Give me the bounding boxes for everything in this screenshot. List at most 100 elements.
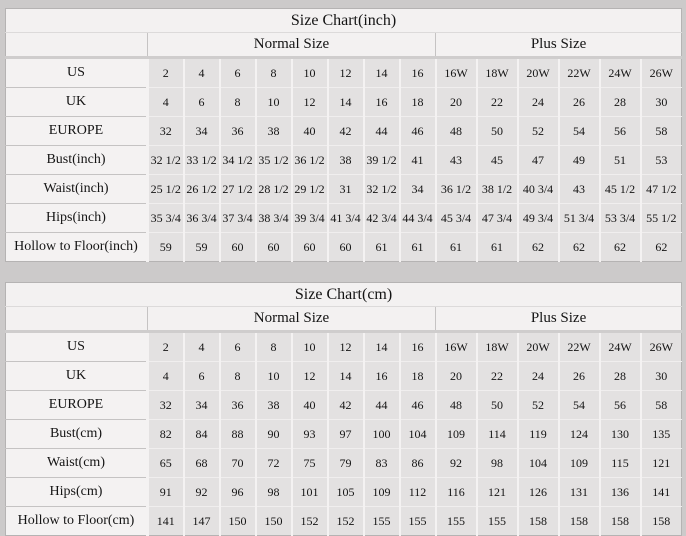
row-label: Hips(cm) bbox=[5, 477, 148, 507]
size-cell: 61 bbox=[398, 232, 436, 262]
size-cell: 24W bbox=[598, 57, 641, 88]
size-cell: 29 1/2 bbox=[290, 174, 328, 204]
size-cell: 141 bbox=[146, 506, 184, 536]
size-cell: 62 bbox=[598, 232, 641, 262]
size-cell: 38 1/2 bbox=[475, 174, 518, 204]
size-cell: 38 bbox=[254, 116, 292, 146]
size-cell: 60 bbox=[218, 232, 256, 262]
size-cell: 60 bbox=[326, 232, 364, 262]
size-cell: 14 bbox=[362, 331, 400, 362]
size-cell: 54 bbox=[557, 116, 600, 146]
size-cell: 44 bbox=[362, 116, 400, 146]
size-cell: 34 bbox=[182, 116, 220, 146]
size-cell: 31 bbox=[326, 174, 364, 204]
size-cell: 20W bbox=[516, 57, 559, 88]
row-label: Hollow to Floor(inch) bbox=[5, 232, 148, 262]
size-cell: 86 bbox=[398, 448, 436, 478]
size-cell: 97 bbox=[326, 419, 364, 449]
table-row: Hips(cm) 91 92 96 98 101 105 109 112 116 121 126 131… bbox=[5, 477, 682, 507]
table-title: Size Chart(cm) bbox=[5, 282, 682, 307]
size-cell: 14 bbox=[362, 57, 400, 88]
group-header-normal-size: Normal Size bbox=[147, 306, 436, 333]
row-label: Waist(cm) bbox=[5, 448, 148, 478]
size-cell: 131 bbox=[557, 477, 600, 507]
size-cell: 75 bbox=[290, 448, 328, 478]
size-cell: 52 bbox=[516, 116, 559, 146]
size-table-inch: Size Chart(inch) Normal Size Plus Size U… bbox=[5, 8, 683, 262]
size-cell: 36 bbox=[218, 116, 256, 146]
size-cell: 16W bbox=[434, 57, 477, 88]
row-label: EUROPE bbox=[5, 116, 148, 146]
size-cell: 32 1/2 bbox=[146, 145, 184, 175]
size-cell: 38 bbox=[326, 145, 364, 175]
size-cell: 40 3/4 bbox=[516, 174, 559, 204]
size-cell: 70 bbox=[218, 448, 256, 478]
size-cell: 41 bbox=[398, 145, 436, 175]
size-cell: 36 1/2 bbox=[290, 145, 328, 175]
size-cell: 8 bbox=[254, 331, 292, 362]
size-cell: 36 bbox=[218, 390, 256, 420]
group-header-plus-size: Plus Size bbox=[434, 32, 682, 59]
size-cell: 62 bbox=[639, 232, 682, 262]
size-cell: 24 bbox=[516, 87, 559, 117]
size-cell: 42 bbox=[326, 390, 364, 420]
size-cell: 92 bbox=[434, 448, 477, 478]
size-cell: 51 3/4 bbox=[557, 203, 600, 233]
size-cell: 2 bbox=[146, 57, 184, 88]
size-cell: 26 1/2 bbox=[182, 174, 220, 204]
size-cell: 50 bbox=[475, 390, 518, 420]
size-cell: 126 bbox=[516, 477, 559, 507]
size-cell: 36 3/4 bbox=[182, 203, 220, 233]
size-cell: 58 bbox=[639, 116, 682, 146]
table-body: US 2 4 6 8 10 12 14 16 16W 18W 20W 22W 24W 26W UK 4 6 8 10 1… bbox=[5, 57, 682, 262]
size-cell: 4 bbox=[182, 57, 220, 88]
size-cell: 155 bbox=[398, 506, 436, 536]
size-cell: 96 bbox=[218, 477, 256, 507]
size-cell: 24 bbox=[516, 361, 559, 391]
size-cell: 28 bbox=[598, 361, 641, 391]
size-cell: 20 bbox=[434, 87, 477, 117]
size-cell: 8 bbox=[218, 361, 256, 391]
size-cell: 10 bbox=[290, 57, 328, 88]
size-cell: 45 3/4 bbox=[434, 203, 477, 233]
size-cell: 34 bbox=[182, 390, 220, 420]
size-cell: 47 bbox=[516, 145, 559, 175]
size-cell: 6 bbox=[182, 361, 220, 391]
size-cell: 84 bbox=[182, 419, 220, 449]
size-cell: 4 bbox=[182, 331, 220, 362]
size-cell: 56 bbox=[598, 390, 641, 420]
size-cell: 24W bbox=[598, 331, 641, 362]
size-cell: 46 bbox=[398, 116, 436, 146]
size-cell: 82 bbox=[146, 419, 184, 449]
size-cell: 104 bbox=[398, 419, 436, 449]
size-cell: 41 3/4 bbox=[326, 203, 364, 233]
title-row: Size Chart(inch) bbox=[5, 8, 682, 33]
size-cell: 91 bbox=[146, 477, 184, 507]
table-title: Size Chart(inch) bbox=[5, 8, 682, 33]
size-cell: 10 bbox=[254, 361, 292, 391]
size-cell: 35 3/4 bbox=[146, 203, 184, 233]
size-cell: 43 bbox=[434, 145, 477, 175]
size-cell: 28 bbox=[598, 87, 641, 117]
size-cell: 56 bbox=[598, 116, 641, 146]
size-cell: 50 bbox=[475, 116, 518, 146]
size-cell: 38 3/4 bbox=[254, 203, 292, 233]
group-header-row: Normal Size Plus Size bbox=[5, 306, 682, 333]
size-cell: 18 bbox=[398, 361, 436, 391]
table-row: Waist(cm) 65 68 70 72 75 79 83 86 92 98 104 109 115 12… bbox=[5, 448, 682, 478]
size-cell: 14 bbox=[326, 361, 364, 391]
size-cell: 49 3/4 bbox=[516, 203, 559, 233]
corner-cell bbox=[5, 306, 148, 333]
group-header-normal-size: Normal Size bbox=[147, 32, 436, 59]
size-cell: 65 bbox=[146, 448, 184, 478]
size-cell: 54 bbox=[557, 390, 600, 420]
size-cell: 109 bbox=[557, 448, 600, 478]
size-cell: 20W bbox=[516, 331, 559, 362]
size-cell: 25 1/2 bbox=[146, 174, 184, 204]
size-cell: 155 bbox=[434, 506, 477, 536]
size-cell: 158 bbox=[557, 506, 600, 536]
row-label: Bust(inch) bbox=[5, 145, 148, 175]
size-cell: 152 bbox=[326, 506, 364, 536]
size-cell: 32 1/2 bbox=[362, 174, 400, 204]
size-cell: 46 bbox=[398, 390, 436, 420]
